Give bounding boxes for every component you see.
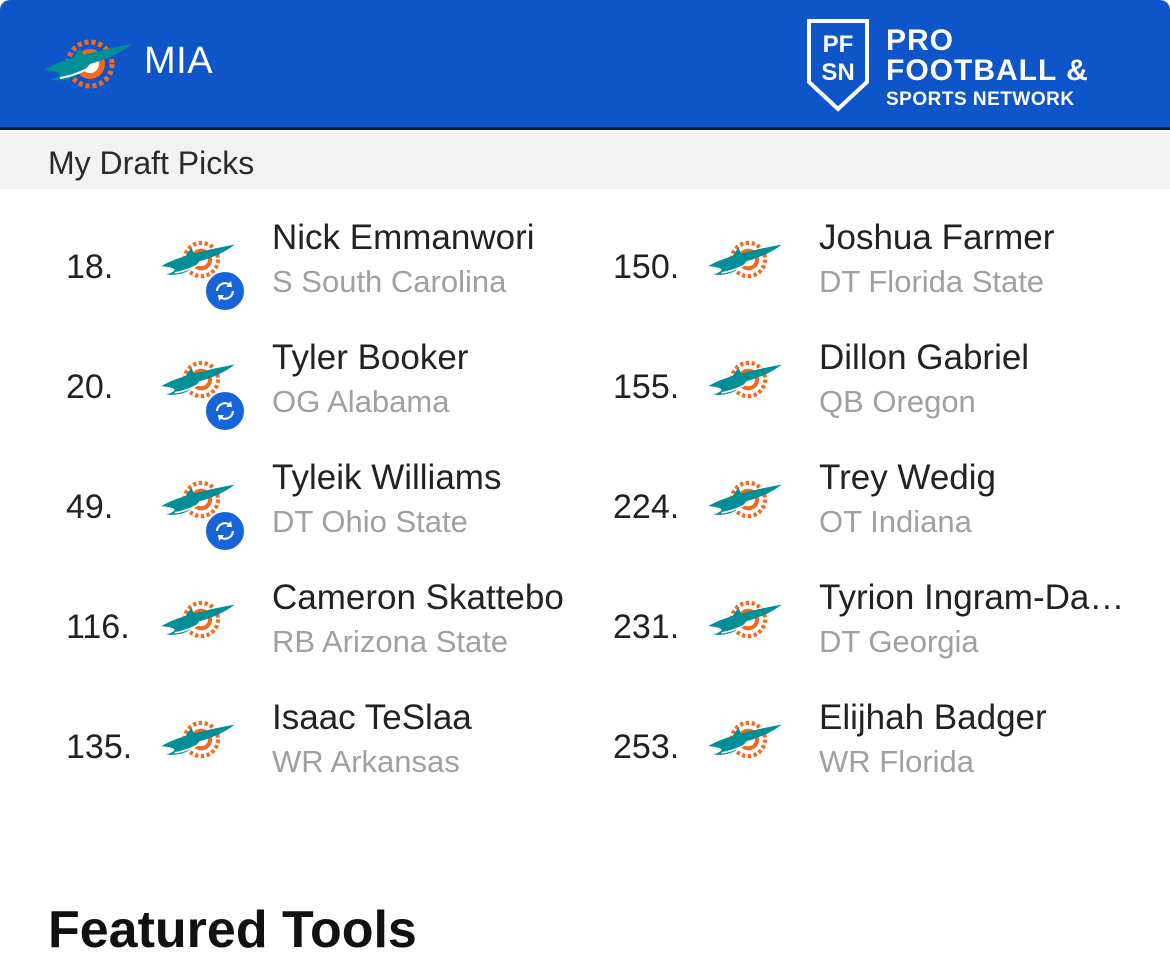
player-name: Tyler Booker — [272, 338, 469, 377]
pick-number: 20. — [66, 368, 114, 406]
player-position-school: WR Florida — [819, 744, 975, 779]
player-name: Isaac TeSlaa — [272, 698, 472, 737]
draft-pick-row[interactable]: 224. Trey Wedig OT Indiana — [613, 458, 1170, 568]
dolphins-logo-icon — [705, 352, 785, 412]
brand-line-1: PRO — [886, 24, 955, 57]
draft-pick-row[interactable]: 253. Elijhah Badger WR Florida — [613, 698, 1170, 808]
dolphins-logo-icon — [705, 712, 785, 772]
pick-number: 231. — [613, 608, 680, 646]
player-name: Nick Emmanwori — [272, 218, 535, 257]
player-position-school: S South Carolina — [272, 264, 507, 299]
section-title: My Draft Picks — [48, 145, 255, 181]
svg-text:PF: PF — [823, 31, 854, 58]
player-position-school: RB Arizona State — [272, 624, 509, 659]
draft-pick-row[interactable]: 20. Tyler Booker OG Alabama — [66, 338, 626, 448]
pick-number: 253. — [613, 728, 680, 766]
dolphins-logo-icon — [705, 472, 785, 532]
player-name: Joshua Farmer — [819, 218, 1055, 257]
pick-number: 155. — [613, 368, 680, 406]
draft-pick-row[interactable]: 231. Tyrion Ingram-Da… DT Georgia — [613, 578, 1170, 688]
player-position-school: WR Arkansas — [272, 744, 460, 779]
dolphins-logo-icon — [158, 472, 238, 532]
player-position-school: OT Indiana — [819, 504, 972, 539]
trade-swap-icon — [204, 270, 246, 312]
draft-pick-row[interactable]: 135. Isaac TeSlaa WR Arkansas — [66, 698, 626, 808]
pick-number: 49. — [66, 488, 114, 526]
dolphins-logo-icon — [705, 592, 785, 652]
brand-line-3: SPORTS NETWORK — [886, 89, 1075, 110]
player-name: Cameron Skattebo — [272, 578, 564, 617]
player-name: Trey Wedig — [819, 458, 996, 497]
featured-tools-heading: Featured Tools — [48, 901, 417, 959]
draft-pick-row[interactable]: 18. Nick Emmanwori S South Carolina — [66, 218, 626, 328]
player-name: Tyleik Williams — [272, 458, 502, 497]
player-position-school: DT Florida State — [819, 264, 1045, 299]
dolphins-logo-icon — [158, 712, 238, 772]
brand-line-2: FOOTBALL & — [886, 54, 1089, 87]
trade-swap-icon — [204, 510, 246, 552]
section-header: My Draft Picks — [0, 133, 1170, 189]
player-name: Elijhah Badger — [819, 698, 1047, 737]
dolphins-logo-icon — [158, 232, 238, 292]
draft-pick-row[interactable]: 155. Dillon Gabriel QB Oregon — [613, 338, 1170, 448]
brand-wordmark: PRO FOOTBALL & SPORTS NETWORK — [886, 24, 1089, 110]
pick-number: 18. — [66, 248, 114, 286]
pick-number: 116. — [66, 608, 130, 646]
dolphins-logo-icon — [44, 39, 132, 89]
player-name: Tyrion Ingram-Da… — [819, 578, 1125, 617]
dolphins-logo-icon — [705, 232, 785, 292]
pick-number: 150. — [613, 248, 680, 286]
app-header: MIA PF SN PRO FOOTBALL & SPORTS NETWORK — [0, 0, 1170, 130]
player-position-school: DT Georgia — [819, 624, 979, 659]
svg-text:SN: SN — [821, 59, 854, 86]
trade-swap-icon — [204, 390, 246, 432]
dolphins-logo-icon — [158, 592, 238, 652]
player-name: Dillon Gabriel — [819, 338, 1030, 377]
draft-pick-row[interactable]: 116. Cameron Skattebo RB Arizona State — [66, 578, 626, 688]
player-position-school: QB Oregon — [819, 384, 976, 419]
pick-number: 224. — [613, 488, 680, 526]
pick-number: 135. — [66, 728, 133, 766]
draft-pick-row[interactable]: 150. Joshua Farmer DT Florida State — [613, 218, 1170, 328]
team-abbreviation: MIA — [144, 40, 214, 82]
dolphins-logo-icon — [158, 352, 238, 412]
draft-pick-row[interactable]: 49. Tyleik Williams DT Ohio State — [66, 458, 626, 568]
player-position-school: OG Alabama — [272, 384, 450, 419]
player-position-school: DT Ohio State — [272, 504, 468, 539]
pfsn-shield-logo-icon: PF SN — [807, 19, 869, 112]
